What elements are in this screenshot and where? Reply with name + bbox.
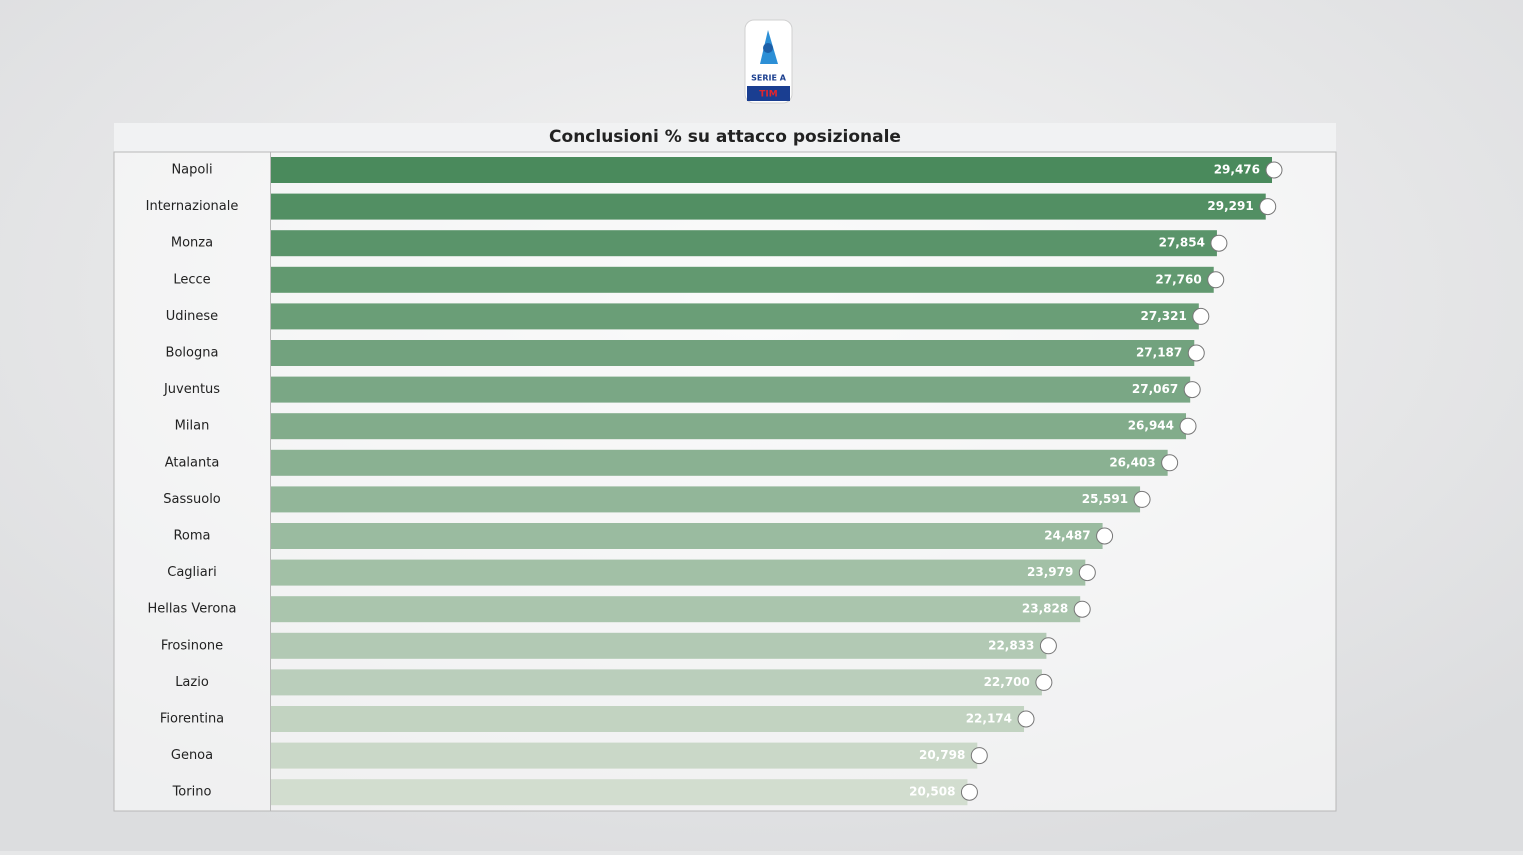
logo-ball (763, 43, 773, 53)
category-label: Milan (175, 419, 210, 434)
value-label: 27,067 (1132, 382, 1178, 396)
value-label: 27,854 (1159, 236, 1205, 250)
bar (271, 596, 1081, 623)
category-label: Atalanta (165, 455, 220, 470)
bar (271, 303, 1199, 330)
category-label: Hellas Verona (148, 602, 237, 617)
category-label: Fiorentina (160, 712, 224, 727)
bar (271, 742, 978, 769)
category-label: Genoa (171, 748, 213, 763)
value-label: 24,487 (1044, 529, 1090, 543)
logo-band (747, 86, 790, 101)
bar (271, 157, 1273, 183)
title-bar (114, 123, 1336, 152)
plot-panel (113, 151, 1337, 812)
value-label: 22,833 (988, 638, 1034, 652)
team-badge (1179, 417, 1197, 435)
team-badge (1183, 381, 1201, 399)
rows: Napoli 29,476 Internazionale 29,291 Monza 27,… (146, 157, 1283, 806)
category-label: Lecce (173, 272, 210, 287)
category-label: Sassuolo (163, 492, 221, 507)
league-logo: SERIE A TIM (744, 19, 793, 104)
bar (271, 486, 1141, 513)
bar (271, 449, 1168, 476)
bar (271, 193, 1266, 220)
team-badge (960, 783, 978, 801)
bar (271, 266, 1214, 293)
chart-title: Conclusioni % su attacco posizionale (549, 127, 901, 147)
value-label: 26,944 (1128, 419, 1174, 433)
team-badge (1192, 307, 1210, 325)
category-label: Torino (172, 785, 212, 800)
team-badge (1096, 527, 1114, 545)
team-badge (1210, 234, 1228, 252)
team-badge (1039, 637, 1057, 655)
value-label: 23,979 (1027, 565, 1073, 579)
value-label: 20,798 (919, 748, 965, 762)
value-label: 27,321 (1141, 309, 1187, 323)
team-badge (1207, 271, 1225, 289)
value-label: 23,828 (1022, 602, 1068, 616)
team-badge (1133, 490, 1151, 508)
category-label: Lazio (175, 675, 209, 690)
value-label: 29,476 (1214, 163, 1260, 177)
bar (271, 523, 1103, 549)
bar (271, 230, 1217, 257)
value-label: 22,174 (966, 712, 1012, 726)
team-badge (1078, 564, 1096, 582)
value-label: 26,403 (1109, 455, 1155, 469)
value-label: 22,700 (984, 675, 1030, 689)
team-badge (1161, 454, 1179, 472)
category-label: Roma (173, 529, 210, 544)
team-badge (1265, 161, 1283, 179)
category-label: Napoli (171, 163, 212, 178)
category-label: Frosinone (161, 638, 223, 653)
logo-sponsor: TIM (759, 90, 777, 100)
category-label: Cagliari (167, 565, 216, 580)
category-label: Bologna (166, 346, 219, 361)
value-label: 20,508 (909, 785, 955, 799)
category-label: Udinese (166, 309, 218, 324)
team-badge (1259, 198, 1277, 216)
team-badge (1017, 710, 1035, 728)
bar (271, 706, 1025, 732)
logo-text: SERIE A (751, 74, 787, 83)
team-badge (970, 747, 988, 765)
bar (271, 340, 1195, 366)
team-badge (1035, 673, 1053, 691)
category-label: Internazionale (146, 199, 239, 214)
bar (271, 632, 1047, 659)
value-label: 25,591 (1082, 492, 1128, 506)
bar (271, 779, 968, 806)
bar (271, 413, 1187, 440)
category-label: Juventus (163, 382, 220, 397)
value-label: 27,760 (1155, 272, 1201, 286)
bar (271, 559, 1086, 586)
bar (271, 376, 1191, 403)
category-label: Monza (171, 236, 213, 251)
team-badge (1073, 600, 1091, 618)
value-label: 27,187 (1136, 346, 1182, 360)
bar (271, 669, 1042, 696)
team-badge (1187, 344, 1205, 362)
value-label: 29,291 (1207, 199, 1253, 213)
